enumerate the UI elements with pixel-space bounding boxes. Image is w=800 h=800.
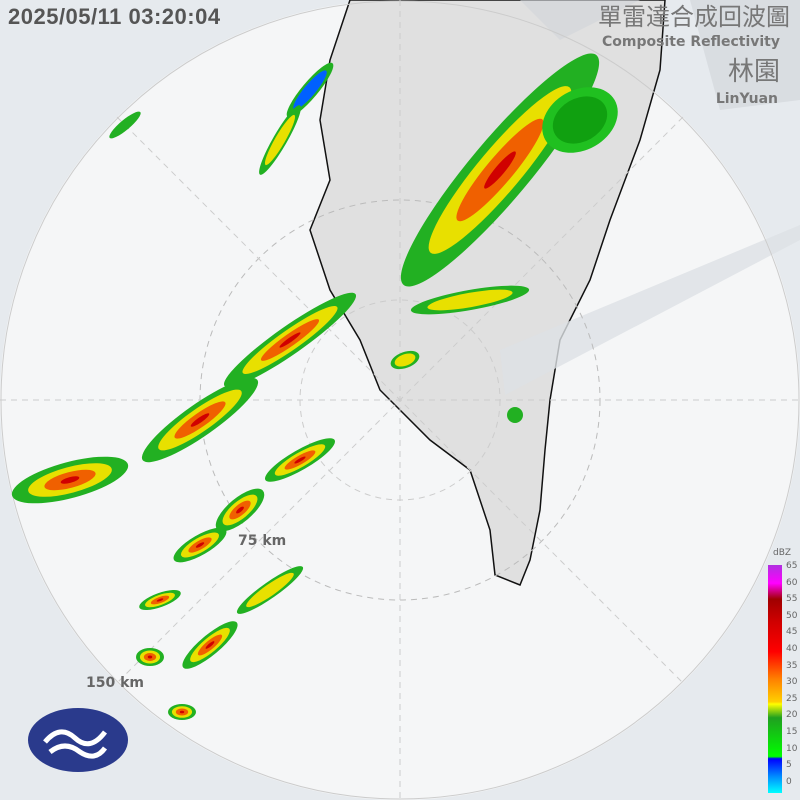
- legend-tick: 25: [786, 693, 798, 704]
- radar-echoes: [11, 53, 618, 720]
- legend-tick: 0: [786, 776, 792, 787]
- echo-cell: [484, 151, 516, 189]
- echo-cell: [552, 96, 608, 144]
- echo-cell: [190, 413, 210, 427]
- title-en: Composite Reflectivity: [602, 34, 780, 50]
- echo-cell: [279, 332, 301, 348]
- legend-tick: 40: [786, 644, 798, 654]
- echo-cell: [264, 114, 296, 166]
- color-legend: [768, 565, 782, 793]
- legend-tick: 15: [786, 727, 798, 737]
- legend-tick: 60: [786, 577, 798, 588]
- station-en: LinYuan: [715, 91, 778, 107]
- echo-cell: [236, 506, 244, 514]
- range-label-150: 150 km: [86, 675, 144, 691]
- echo-cell: [179, 710, 185, 714]
- echo-cell: [394, 353, 416, 367]
- legend-tick: 50: [786, 610, 798, 621]
- echo-cell: [147, 655, 153, 659]
- title-zh: 單雷達合成回波圖: [598, 3, 790, 31]
- blocked-sector: [420, 0, 800, 110]
- legend-tick: 65: [786, 561, 798, 571]
- beam-blockage: [500, 225, 800, 395]
- echo-cell: [195, 542, 205, 548]
- echo-cell: [205, 641, 215, 649]
- echo-cell: [156, 598, 164, 602]
- station-zh: 林園: [727, 57, 780, 87]
- echo-cell: [246, 572, 294, 608]
- axis-diag2: [116, 116, 684, 684]
- range-label-75: 75 km: [238, 533, 287, 549]
- legend-tick: 5: [786, 760, 792, 771]
- echo-cell: [294, 456, 306, 464]
- timestamp: 2025/05/11 03:20:04: [8, 4, 221, 29]
- echo-cell: [507, 407, 523, 423]
- legend-tick: 30: [786, 677, 798, 688]
- cwa-logo: [28, 708, 128, 772]
- legend-tick: 20: [786, 710, 798, 721]
- legend-tick: 10: [786, 743, 798, 754]
- legend-tick: 35: [786, 660, 798, 671]
- echo-cell: [293, 70, 327, 110]
- legend-tick: 45: [786, 627, 798, 638]
- legend-tick: 55: [786, 594, 798, 605]
- echo-cell: [109, 111, 141, 139]
- legend-unit: dBZ: [773, 548, 792, 558]
- echo-cell: [60, 476, 80, 484]
- echo-cell: [427, 289, 513, 311]
